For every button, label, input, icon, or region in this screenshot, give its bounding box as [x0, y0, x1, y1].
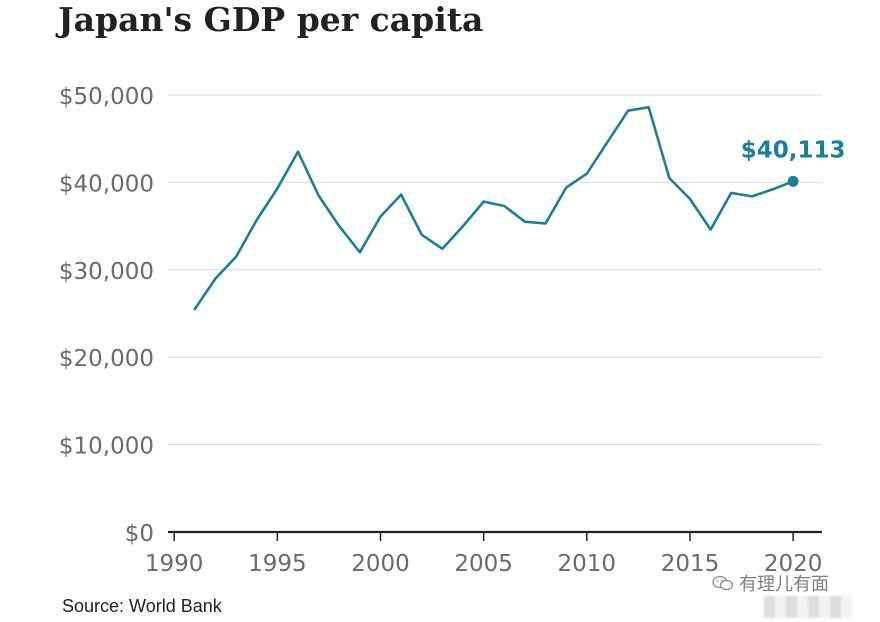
series [193, 105, 795, 311]
blurred-region [764, 596, 852, 618]
y-tick-label: $0 [125, 521, 154, 547]
source-note: Source: World Bank [62, 596, 222, 616]
x-tick-label: 1990 [145, 551, 204, 577]
gridlines [168, 94, 822, 446]
y-tick-label: $10,000 [59, 434, 154, 460]
x-axis: 1990 1995 2000 2005 2010 2015 2020 [145, 530, 823, 577]
watermark-text: 有理儿有面 [739, 574, 829, 595]
x-tick-label: 2020 [764, 551, 823, 577]
x-tick-label: 1995 [248, 551, 307, 577]
annotations: $40,113 [741, 137, 846, 187]
wechat-icon [712, 575, 734, 591]
y-axis: $0 $10,000 $20,000 $30,000 $40,000 $50,000 [59, 84, 154, 547]
x-tick-label: 2015 [661, 551, 720, 577]
x-tick-label: 2005 [454, 551, 513, 577]
chart-title: Japan's GDP per capita [58, 0, 484, 39]
watermark: 有理儿有面 [712, 570, 829, 596]
x-tick-label: 2000 [351, 551, 410, 577]
data-label: $40,113 [741, 137, 846, 163]
y-tick-label: $30,000 [59, 259, 154, 285]
x-tick-label: 2010 [558, 551, 617, 577]
series-line [193, 105, 795, 311]
data-point-marker [787, 175, 799, 187]
y-tick-label: $50,000 [59, 84, 154, 110]
y-tick-label: $20,000 [59, 346, 154, 372]
y-tick-label: $40,000 [59, 171, 154, 197]
